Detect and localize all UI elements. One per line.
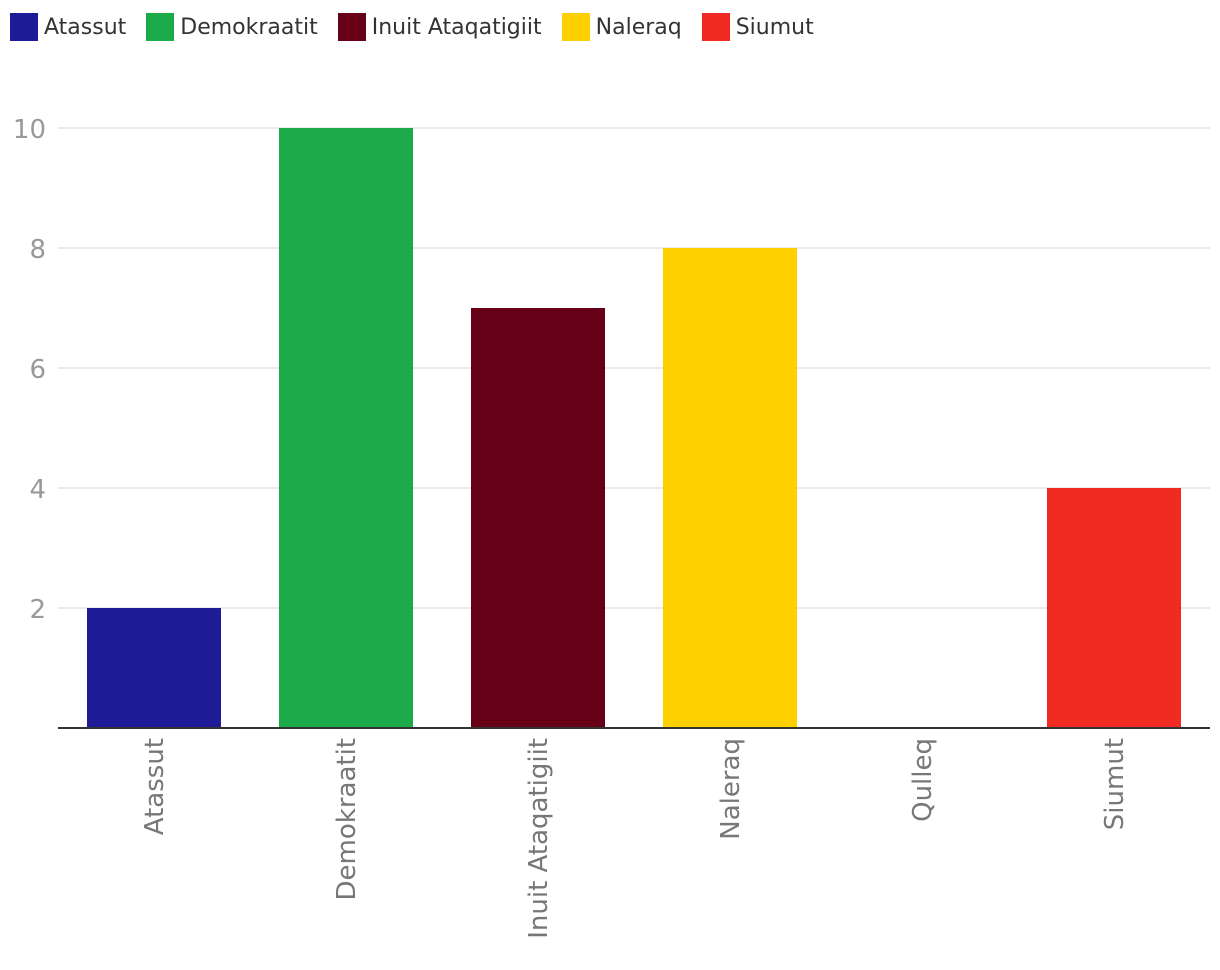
bar-siumut — [1047, 488, 1181, 728]
chart-legend: Atassut Demokraatit Inuit Ataqatigiit Naler… — [10, 12, 834, 42]
legend-swatch — [337, 13, 366, 41]
x-tick-label: Qulleq — [908, 738, 938, 822]
legend-label: Naleraq — [595, 14, 682, 40]
x-axis: Atassut Demokraatit Inuit Ataqatigiit Naler… — [58, 727, 1210, 939]
bar-atassut — [87, 608, 221, 728]
legend-item-siumut: Siumut — [701, 13, 814, 41]
legend-swatch — [701, 13, 730, 41]
legend-item-atassut: Atassut — [10, 13, 126, 41]
legend-swatch — [10, 13, 38, 41]
gridlines — [58, 127, 1210, 609]
y-tick-label: 2 — [29, 595, 46, 625]
legend-swatch — [146, 13, 175, 41]
y-tick-label: 4 — [29, 475, 46, 505]
legend-swatch — [561, 13, 590, 41]
bar-demokraatit — [279, 128, 413, 728]
bar-inuit-ataqatigiit — [471, 308, 605, 728]
legend-label: Siumut — [735, 14, 814, 40]
bars — [87, 128, 1181, 728]
y-tick-label: 8 — [29, 235, 46, 265]
x-tick-label: Atassut — [140, 738, 170, 835]
y-tick-label: 10 — [13, 115, 46, 145]
legend-label: Atassut — [44, 14, 127, 40]
legend-item-naleraq: Naleraq — [561, 13, 682, 41]
bar-naleraq — [663, 248, 797, 728]
legend-label: Inuit Ataqatigiit — [371, 14, 542, 40]
y-tick-label: 6 — [29, 355, 46, 385]
legend-item-inuit-ataqatigiit: Inuit Ataqatigiit — [337, 13, 542, 41]
legend-item-demokraatit: Demokraatit — [146, 13, 318, 41]
x-tick-label: Siumut — [1100, 738, 1130, 830]
x-tick-label: Demokraatit — [332, 738, 362, 900]
y-axis: 2 4 6 8 10 — [13, 115, 46, 625]
x-tick-label: Naleraq — [716, 738, 746, 840]
legend-label: Demokraatit — [180, 14, 318, 40]
x-tick-label: Inuit Ataqatigiit — [524, 738, 554, 939]
